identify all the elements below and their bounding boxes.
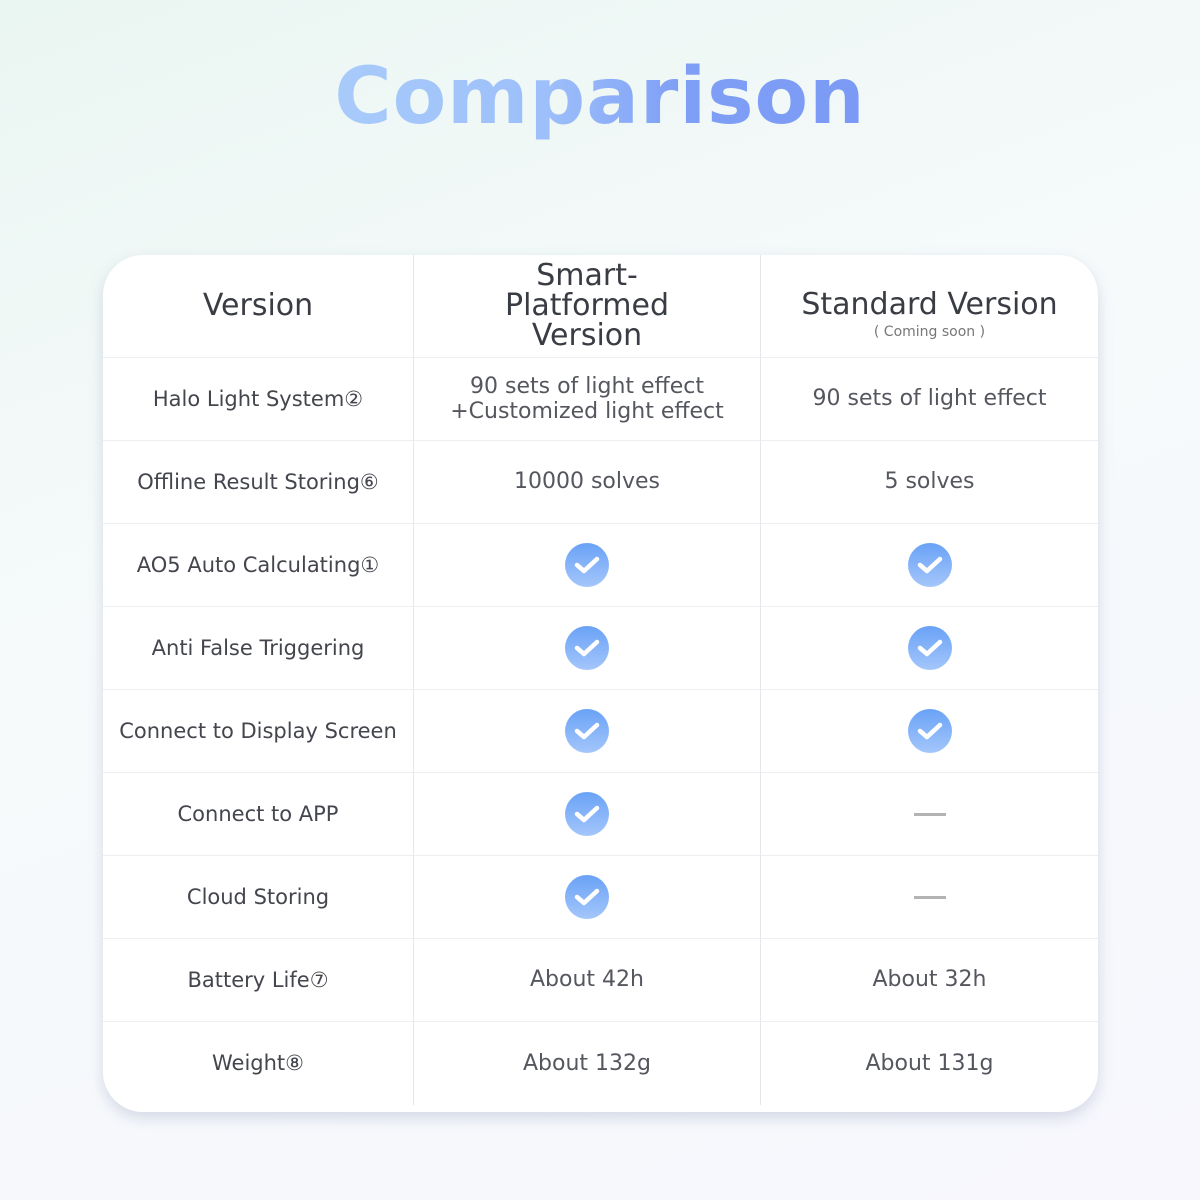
comparison-table: Version Smart-Platformed Version Standar… (103, 255, 1098, 1112)
supported-cell (413, 607, 760, 690)
value-cell: About 32h (760, 939, 1098, 1022)
page-title: Comparison (334, 52, 866, 142)
check-icon (565, 709, 609, 753)
feature-label: Connect to Display Screen (103, 690, 413, 773)
header-feature: Version (103, 255, 413, 358)
coming-soon-note: ( Coming soon ) (873, 324, 986, 341)
feature-label: Anti False Triggering (103, 607, 413, 690)
value-cell: About 131g (760, 1022, 1098, 1105)
feature-label: Halo Light System② (103, 358, 413, 441)
check-icon (907, 626, 952, 670)
feature-label: Cloud Storing (103, 856, 413, 939)
check-icon (565, 875, 609, 919)
feature-label: Offline Result Storing⑥ (103, 441, 413, 524)
check-icon (565, 543, 609, 587)
value-cell: About 132g (413, 1022, 760, 1105)
check-icon (907, 543, 952, 587)
dash-icon (913, 895, 946, 899)
value-cell: 90 sets of light effect (760, 358, 1098, 441)
feature-label: Battery Life⑦ (103, 939, 413, 1022)
check-icon (565, 792, 609, 836)
dash-icon (913, 812, 946, 816)
header-standard-version: Standard Version( Coming soon ) (760, 255, 1098, 358)
supported-cell (760, 690, 1098, 773)
check-icon (907, 709, 952, 753)
check-icon (565, 626, 609, 670)
header-smart-version: Smart-Platformed Version (413, 255, 760, 358)
value-cell: 5 solves (760, 441, 1098, 524)
supported-cell (413, 690, 760, 773)
unsupported-cell (760, 856, 1098, 939)
value-cell: About 42h (413, 939, 760, 1022)
supported-cell (413, 524, 760, 607)
supported-cell (413, 773, 760, 856)
value-cell: 90 sets of light effect +Customized ligh… (413, 358, 760, 441)
unsupported-cell (760, 773, 1098, 856)
supported-cell (413, 856, 760, 939)
feature-label: Connect to APP (103, 773, 413, 856)
supported-cell (760, 524, 1098, 607)
feature-label: Weight⑧ (212, 1051, 304, 1076)
value-cell: 10000 solves (413, 441, 760, 524)
feature-label: AO5 Auto Calculating① (103, 524, 413, 607)
supported-cell (760, 607, 1098, 690)
